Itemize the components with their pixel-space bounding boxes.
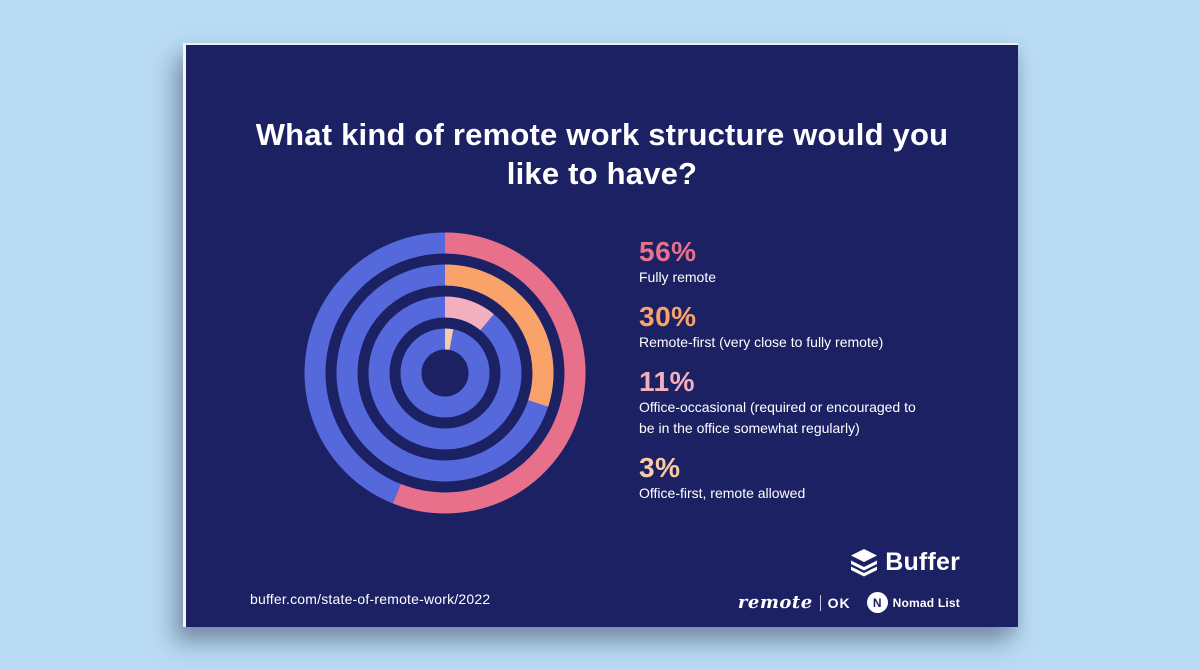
infographic-card: What kind of remote work structure would… [183, 43, 1018, 627]
legend-item-office-occasional: 11% Office-occasional (required or encou… [639, 367, 949, 439]
remote-ok-wordmark: remote [737, 592, 813, 613]
divider [819, 594, 821, 611]
remote-ok-suffix: OK [827, 594, 851, 611]
donut-chart-container [304, 232, 586, 514]
source-url: buffer.com/state-of-remote-work/2022 [250, 591, 491, 607]
chart-legend: 56% Fully remote 30% Remote-first (very … [639, 237, 949, 518]
legend-percentage: 3% [639, 452, 681, 483]
legend-percentage: 11% [639, 366, 695, 397]
legend-percentage: 30% [639, 301, 697, 332]
legend-label: Office-first, remote allowed [639, 485, 806, 501]
buffer-wordmark: Buffer [885, 548, 960, 576]
legend-item-office-first: 3% Office-first, remote allowed [639, 453, 949, 504]
legend-label: Remote-first (very close to fully remote… [639, 334, 884, 350]
legend-item-remote-first: 30% Remote-first (very close to fully re… [639, 302, 949, 353]
legend-label: Fully remote [639, 269, 717, 285]
nomad-list-icon: N [866, 592, 888, 613]
page-title: What kind of remote work structure would… [255, 117, 949, 191]
nomad-list-wordmark: Nomad List [892, 595, 960, 610]
nomad-list-logo: N Nomad List [866, 592, 960, 613]
buffer-logo: Buffer [851, 548, 960, 577]
partner-logos: remote OK N Nomad List [738, 592, 960, 613]
remote-ok-logo: remote OK [738, 592, 851, 613]
buffer-stack-icon [851, 548, 878, 576]
donut-chart [304, 232, 586, 514]
legend-label: Office-occasional (required or encourage… [639, 399, 916, 436]
legend-percentage: 56% [639, 236, 697, 267]
legend-item-fully-remote: 56% Fully remote [639, 237, 949, 288]
